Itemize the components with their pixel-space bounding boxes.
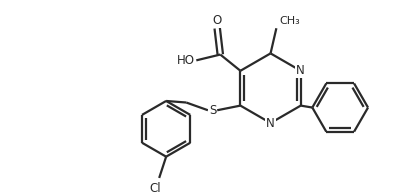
Text: Cl: Cl bbox=[150, 182, 161, 195]
Text: CH₃: CH₃ bbox=[279, 16, 300, 26]
Text: N: N bbox=[297, 64, 305, 77]
Text: S: S bbox=[209, 104, 216, 117]
Text: O: O bbox=[213, 14, 222, 27]
Text: HO: HO bbox=[176, 54, 195, 67]
Text: N: N bbox=[266, 116, 275, 130]
